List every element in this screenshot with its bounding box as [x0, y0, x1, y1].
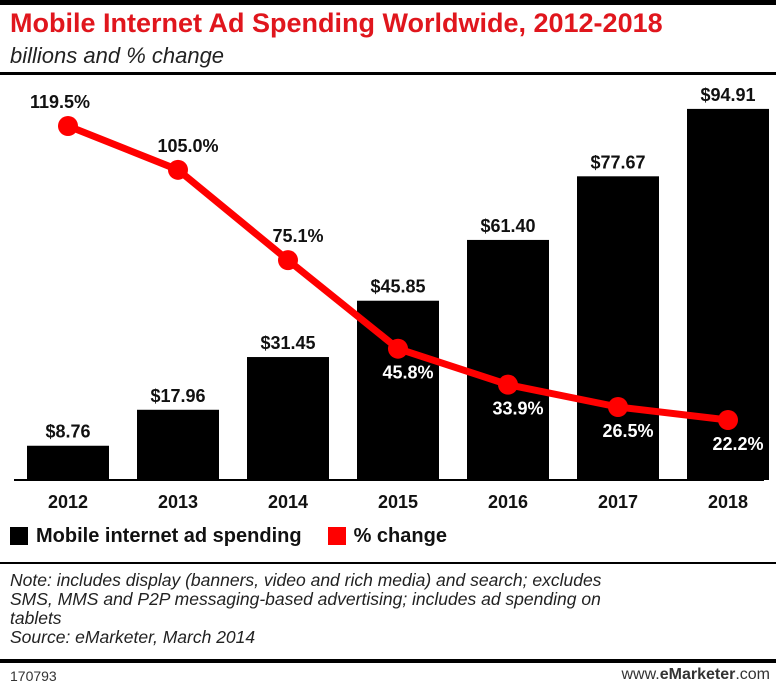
bar-label-2013: $17.96 — [150, 386, 205, 406]
note-block: Note: includes display (banners, video a… — [10, 571, 776, 647]
note-line-2: SMS, MMS and P2P messaging-based adverti… — [10, 589, 601, 609]
x-tick-2013: 2013 — [158, 492, 198, 512]
legend: Mobile internet ad spending % change — [10, 522, 447, 550]
bar-label-2016: $61.40 — [480, 216, 535, 236]
chart-subtitle: billions and % change — [10, 43, 225, 68]
line-label-2017: 26.5% — [602, 421, 653, 441]
bar-2017 — [577, 176, 659, 480]
bar-label-2014: $31.45 — [260, 333, 315, 353]
bar-2014 — [247, 357, 329, 480]
x-tick-2012: 2012 — [48, 492, 88, 512]
line-label-2014: 75.1% — [272, 226, 323, 246]
top-border — [0, 0, 776, 5]
line-point-2018 — [718, 410, 738, 430]
brand-logo: www.eMarketer.com — [621, 666, 770, 684]
line-label-2015: 45.8% — [382, 363, 433, 383]
line-label-2013: 105.0% — [157, 136, 218, 156]
legend-item-change: % change — [327, 524, 447, 548]
x-tick-2016: 2016 — [488, 492, 528, 512]
line-label-2016: 33.9% — [492, 399, 543, 419]
x-tick-2014: 2014 — [268, 492, 308, 512]
line-point-2016 — [498, 374, 518, 395]
note-line-3: tablets — [10, 608, 62, 628]
header-divider — [0, 72, 776, 75]
x-tick-2015: 2015 — [378, 492, 418, 512]
brand-prefix: www. — [621, 666, 660, 683]
legend-swatch-bar — [10, 527, 28, 545]
brand-suffix: .com — [735, 666, 770, 683]
source-line: Source: eMarketer, March 2014 — [10, 627, 256, 647]
line-point-2014 — [278, 250, 298, 271]
line-point-2017 — [608, 397, 628, 418]
bar-label-2015: $45.85 — [370, 277, 425, 297]
bar-label-2017: $77.67 — [590, 152, 645, 172]
line-label-2018: 22.2% — [712, 434, 763, 454]
chart-id: 170793 — [10, 668, 57, 684]
bar-2016 — [467, 239, 549, 480]
brand-name: eMarketer — [659, 666, 736, 683]
bar-2013 — [137, 409, 219, 480]
legend-item-spending: Mobile internet ad spending — [10, 525, 302, 548]
chart-title: Mobile Internet Ad Spending Worldwide, 2… — [10, 8, 663, 38]
bar-2012 — [27, 445, 109, 480]
line-point-2012 — [58, 116, 78, 136]
chart-area: $8.76 $17.96 $31.45 $45.85 $61.40 $77.67 $94.9… — [14, 85, 769, 512]
bar-label-2018: $94.91 — [700, 85, 755, 105]
x-tick-2017: 2017 — [598, 492, 638, 512]
footer-divider — [0, 659, 776, 663]
x-tick-2018: 2018 — [708, 492, 748, 512]
line-point-2015 — [388, 338, 408, 359]
legend-label-spending: Mobile internet ad spending — [36, 524, 302, 547]
legend-swatch-line — [327, 527, 346, 545]
bar-label-2012: $8.76 — [45, 422, 90, 442]
line-point-2013 — [168, 159, 188, 180]
note-line-1: Note: includes display (banners, video a… — [10, 571, 602, 590]
line-label-2012: 119.5% — [30, 92, 90, 112]
legend-label-change: % change — [353, 524, 447, 547]
note-divider — [0, 562, 776, 564]
